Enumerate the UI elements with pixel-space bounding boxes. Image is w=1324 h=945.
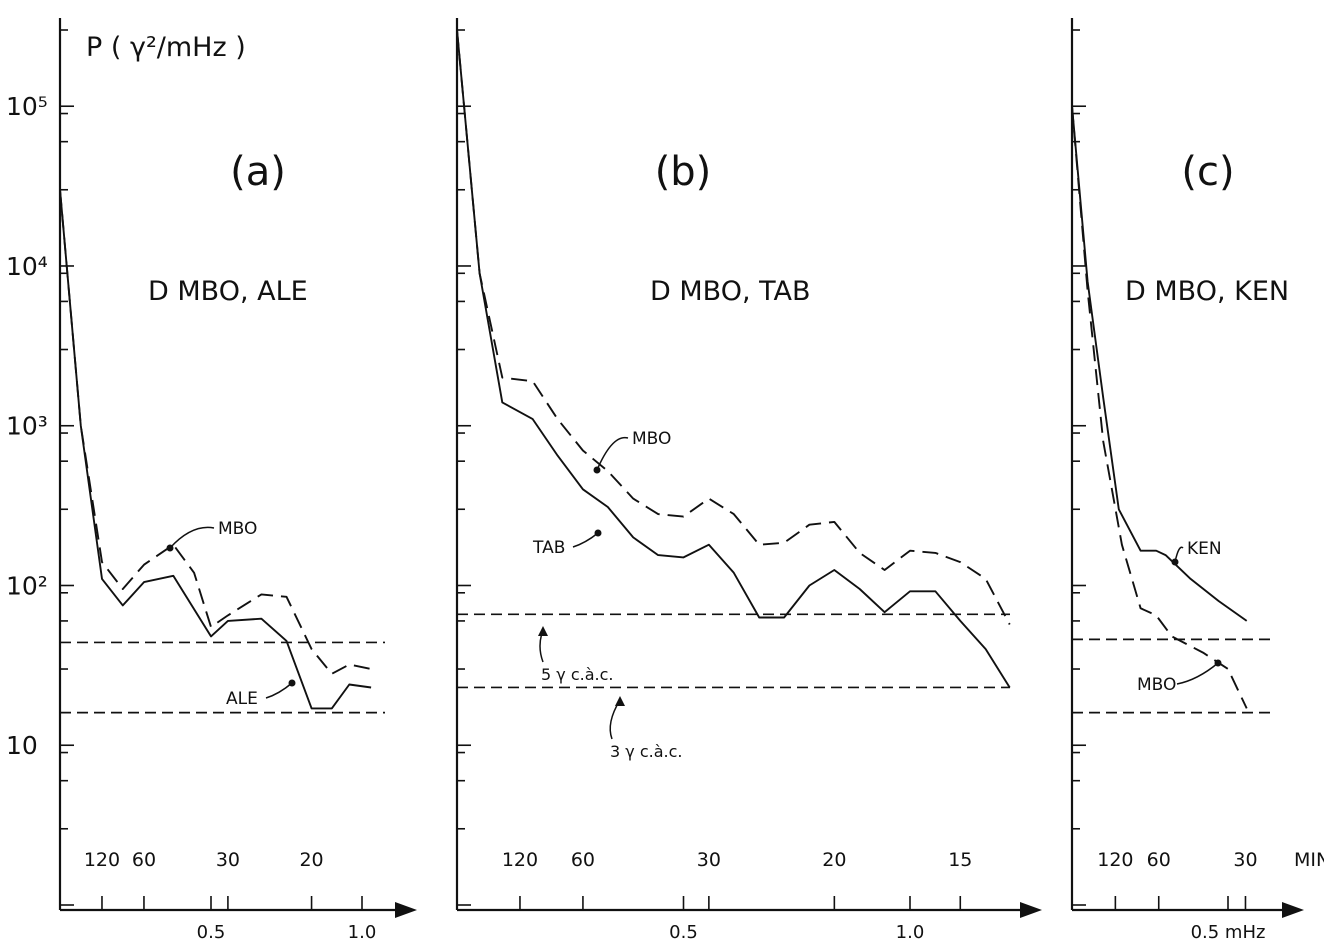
panel-1: 0.5 1.0 120 60 30 20 15 (b) D MBO, TAB 5 γ c.à.c.… <box>455 18 1042 943</box>
y-tick-label: 10⁴ <box>6 252 48 281</box>
annotation-arrowhead <box>166 544 174 552</box>
reference-line-label: 5 γ c.à.c. <box>541 665 613 684</box>
period-tick-label: 20 <box>299 849 323 871</box>
period-tick-label: 120 <box>84 849 120 871</box>
x-axis-arrowhead <box>1282 902 1304 918</box>
y-axis-label: P ( γ²/mHz ) <box>86 32 246 63</box>
panel-label: (b) <box>655 149 712 195</box>
period-tick-label: 60 <box>132 849 156 871</box>
period-tick-label: 120 <box>502 849 538 871</box>
series-line-ale <box>59 189 372 710</box>
period-tick-label: 20 <box>822 849 846 871</box>
panel-0: 0.5 1.0 120 60 30 20 (a) D MBO, ALE MBO ALE <box>58 18 417 943</box>
series-line-mbo <box>456 29 1011 625</box>
annotation-arrowhead <box>593 466 601 474</box>
period-tick-label: 60 <box>571 849 595 871</box>
period-tick-label: 30 <box>1233 849 1257 871</box>
annotation-arrowhead <box>594 529 602 537</box>
chart-panels: 0.5 1.0 120 60 30 20 (a) D MBO, ALE MBO ALE 0.5 1.0… <box>58 18 1324 943</box>
panel-label: (c) <box>1181 149 1234 195</box>
annotation-ken: KEN <box>1187 539 1222 559</box>
x-tick-label: 0.5 <box>669 922 698 943</box>
y-tick-label: 10 <box>6 731 38 760</box>
panel-2: 0.5 mHz 120 60 30 MIN. (c) D MBO, KEN KEN MBO <box>1070 18 1324 943</box>
y-tick-label: 10³ <box>6 412 48 441</box>
annotation-arrow <box>572 532 599 548</box>
period-tick-label: 60 <box>1147 849 1171 871</box>
panel-title: D MBO, ALE <box>148 276 308 307</box>
annotation-arrow <box>1176 662 1219 685</box>
y-axis: P ( γ²/mHz ) 10⁵ 10⁴ 10³ 10² 10 <box>6 32 246 760</box>
annotation-arrowhead <box>1171 558 1179 566</box>
period-tick-label: 30 <box>697 849 721 871</box>
x-axis-arrowhead <box>395 902 417 918</box>
annotation-mbo: MBO <box>1137 675 1176 695</box>
x-tick-label: 0.5 <box>197 922 226 943</box>
panel-title: D MBO, TAB <box>650 276 811 307</box>
annotation-arrowhead <box>615 696 625 706</box>
annotation-mbo: MBO <box>218 519 257 539</box>
panel-label: (a) <box>230 149 286 195</box>
annotation-arrowhead <box>538 626 548 636</box>
y-tick-label: 10² <box>6 571 48 600</box>
series-line-tab <box>456 29 1011 689</box>
period-tick-label: 30 <box>216 849 240 871</box>
period-tick-label: 120 <box>1097 849 1133 871</box>
reference-line-label: 3 γ c.à.c. <box>610 742 682 761</box>
period-tick-label: 15 <box>948 849 972 871</box>
series-line-mbo <box>59 189 372 675</box>
annotation-arrow <box>169 526 215 549</box>
annotation-tab: TAB <box>532 538 565 558</box>
panel-title: D MBO, KEN <box>1125 276 1289 307</box>
series-line-ken <box>1071 106 1248 622</box>
annotation-ale: ALE <box>226 689 258 709</box>
annotation-mbo: MBO <box>632 429 671 449</box>
annotation-arrow <box>596 436 629 471</box>
x-axis-arrowhead <box>1020 902 1042 918</box>
annotation-arrow <box>265 682 293 699</box>
annotation-arrowhead <box>288 679 296 687</box>
y-tick-label: 10⁵ <box>6 92 48 121</box>
x-tick-label: 1.0 <box>896 922 925 943</box>
series-line-mbo <box>1071 106 1248 709</box>
x-tick-label: 1.0 <box>348 922 377 943</box>
annotation-arrowhead <box>1214 659 1222 667</box>
x-tick-label: 0.5 mHz <box>1191 922 1266 943</box>
x-unit-label: MIN. <box>1294 849 1324 871</box>
